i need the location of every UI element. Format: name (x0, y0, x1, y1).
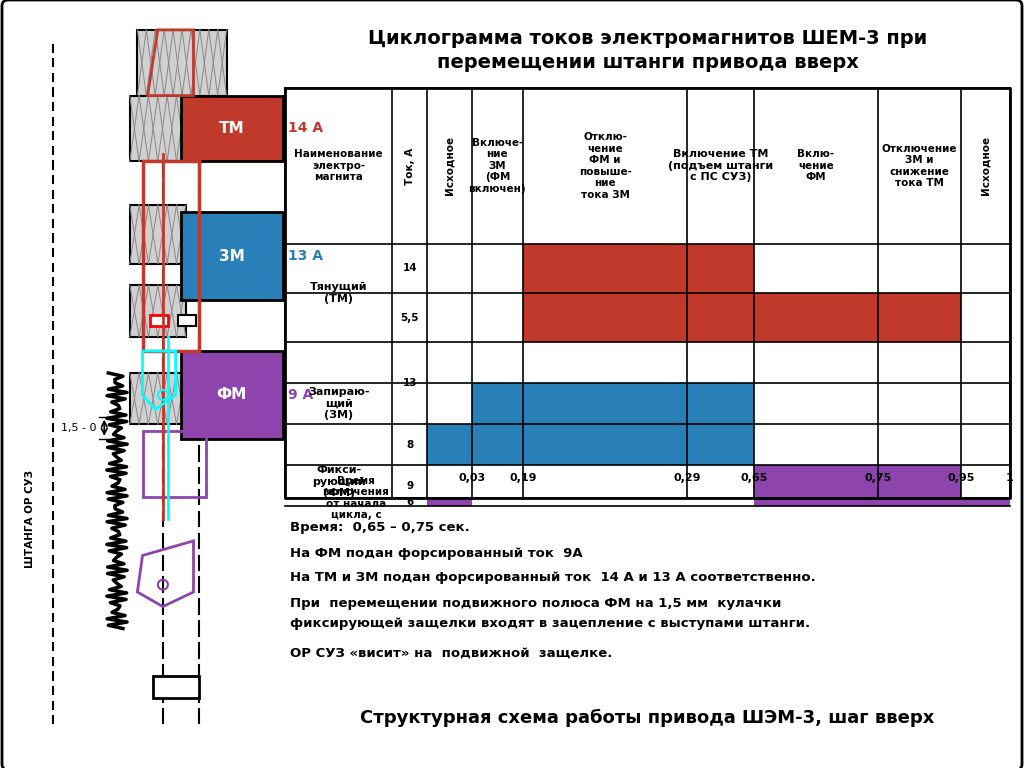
Text: Структурная схема работы привода ШЭМ-3, шаг вверх: Структурная схема работы привода ШЭМ-3, … (360, 709, 935, 727)
Text: На ФМ подан форсированный ток  9А: На ФМ подан форсированный ток 9А (290, 547, 583, 560)
Bar (523, 293, 961, 343)
Text: 3М: 3М (219, 249, 245, 263)
Text: Отклю-
чение
ФМ и
повыше-
ние
тока ЗМ: Отклю- чение ФМ и повыше- ние тока ЗМ (579, 132, 632, 200)
Text: Тянущий
(ТМ): Тянущий (ТМ) (310, 282, 368, 304)
Bar (181, 351, 283, 439)
Text: Отключение
ЗМ и
снижение
тока ТМ: Отключение ЗМ и снижение тока ТМ (882, 144, 957, 188)
Bar (754, 465, 961, 506)
Text: ТМ: ТМ (219, 121, 245, 136)
Text: Время
включения
от начала
цикла, с: Время включения от начала цикла, с (323, 475, 389, 521)
Text: Наименование
электро-
магнита: Наименование электро- магнита (294, 149, 383, 183)
Bar (178, 315, 196, 326)
Text: Вклю-
чение
ФМ: Вклю- чение ФМ (798, 149, 835, 183)
Text: 0,65: 0,65 (740, 473, 768, 483)
Text: Ток, А: Ток, А (404, 147, 415, 184)
Text: 9 А: 9 А (288, 388, 313, 402)
Text: 14: 14 (402, 263, 417, 273)
Text: ОР СУЗ «висит» на  подвижной  защелке.: ОР СУЗ «висит» на подвижной защелке. (290, 647, 612, 660)
Text: Включение ТМ
(подъем штанги
с ПС СУЗ): Включение ТМ (подъем штанги с ПС СУЗ) (669, 149, 773, 183)
Bar (130, 286, 185, 336)
Bar (754, 498, 1010, 506)
Bar (130, 373, 185, 424)
Text: 13: 13 (402, 378, 417, 388)
Text: Исходное: Исходное (980, 137, 990, 196)
Bar (427, 424, 754, 465)
Text: 0,95: 0,95 (947, 473, 975, 483)
Text: 0,75: 0,75 (864, 473, 892, 483)
Text: На ТМ и ЗМ подан форсированный ток  14 А и 13 А соответственно.: На ТМ и ЗМ подан форсированный ток 14 А … (290, 571, 816, 584)
Bar (137, 30, 226, 95)
Text: 0,29: 0,29 (674, 473, 701, 483)
Text: 6: 6 (407, 497, 414, 507)
Text: 8: 8 (407, 440, 414, 450)
Bar (130, 95, 185, 161)
Bar (523, 243, 754, 293)
Bar (472, 383, 754, 424)
Bar (181, 213, 283, 300)
Text: фиксирующей защелки входят в зацепление с выступами штанги.: фиксирующей защелки входят в зацепление … (290, 617, 810, 630)
Text: Время:  0,65 – 0,75 сек.: Время: 0,65 – 0,75 сек. (290, 521, 470, 535)
Text: ШТАНГА ОР СУЗ: ШТАНГА ОР СУЗ (26, 470, 35, 568)
Text: Включе-
ние
ЗМ
(ФМ
включен): Включе- ние ЗМ (ФМ включен) (469, 137, 526, 194)
Bar (151, 315, 168, 326)
Bar (142, 432, 206, 497)
Text: 9: 9 (407, 481, 414, 491)
Bar (181, 95, 283, 161)
Text: 13 А: 13 А (288, 249, 323, 263)
Text: ФМ: ФМ (217, 387, 247, 402)
Bar (153, 676, 199, 698)
Text: Фикси-
рующий
(ФМ): Фикси- рующий (ФМ) (312, 465, 366, 498)
Text: При  перемещении подвижного полюса ФМ на 1,5 мм  кулачки: При перемещении подвижного полюса ФМ на … (290, 597, 781, 610)
Bar (130, 205, 185, 263)
Text: 0,03: 0,03 (459, 473, 485, 483)
Text: 0,19: 0,19 (509, 473, 537, 483)
Text: 1,5 - 0: 1,5 - 0 (60, 422, 96, 432)
Bar (142, 161, 199, 351)
Text: перемещении штанги привода вверх: перемещении штанги привода вверх (436, 54, 858, 72)
Text: 5,5: 5,5 (400, 313, 419, 323)
Text: Исходное: Исходное (444, 137, 455, 196)
Text: Запираю-
щий
(ЗМ): Запираю- щий (ЗМ) (308, 387, 370, 420)
Bar (427, 498, 472, 506)
Text: 14 А: 14 А (288, 121, 323, 135)
Text: Циклограмма токов электромагнитов ШЕМ-3 при: Циклограмма токов электромагнитов ШЕМ-3 … (368, 28, 927, 48)
Text: 1: 1 (1007, 473, 1014, 483)
